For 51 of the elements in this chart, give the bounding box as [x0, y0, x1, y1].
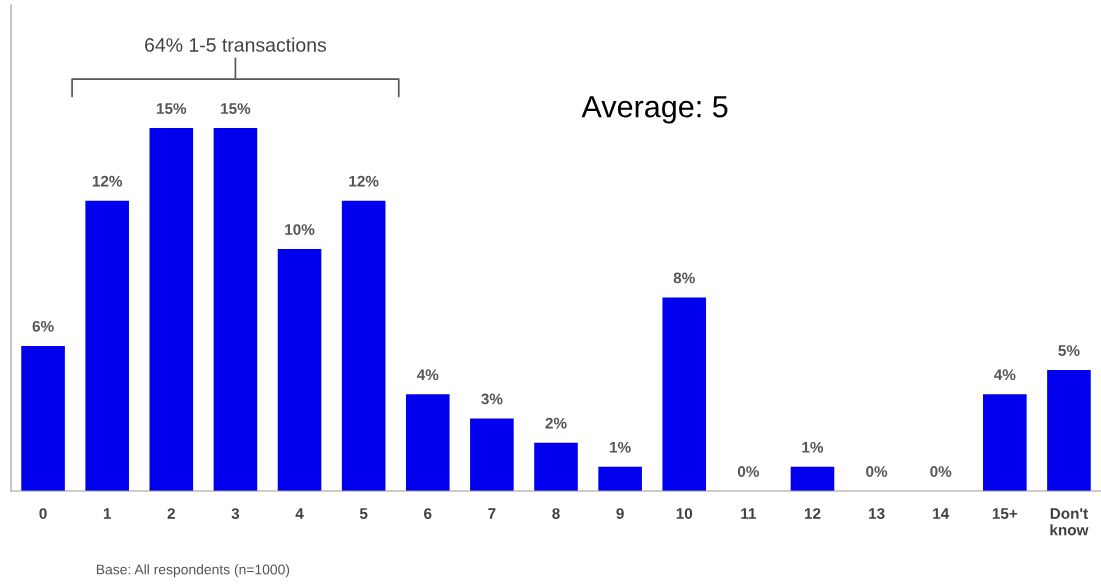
x-tick-label: 7 — [488, 508, 496, 519]
x-tick-label: 5 — [359, 508, 368, 519]
x-tick-label: 4 — [295, 508, 304, 519]
bar — [277, 249, 322, 492]
data-label: 6% — [32, 320, 54, 332]
x-tick-label: 0 — [39, 508, 47, 519]
bar — [790, 466, 835, 492]
data-label: 15% — [156, 103, 187, 114]
text: Average: 5 — [581, 96, 728, 124]
bar — [470, 418, 514, 492]
data-label: 0% — [930, 466, 952, 477]
data-label: 2% — [545, 417, 567, 429]
data-label: 10% — [285, 224, 315, 235]
bar — [983, 394, 1027, 492]
x-tick-label: 6 — [424, 508, 432, 519]
x-tick-label: 8 — [552, 508, 560, 519]
bar — [1047, 370, 1091, 492]
bar — [85, 200, 129, 492]
x-tick-label: 12 — [804, 508, 821, 519]
bar — [213, 128, 258, 492]
x-tick-label: 2 — [167, 508, 175, 519]
data-label: 1% — [610, 441, 631, 453]
x-tick-label: 1 — [103, 508, 112, 519]
x-tick-label: 3 — [231, 508, 240, 519]
data-label: 4% — [994, 369, 1016, 381]
bar — [598, 466, 642, 492]
text: 64% 1-5 transactions — [145, 37, 327, 52]
x-tick-label: 10 — [676, 508, 693, 519]
data-label: 3% — [481, 393, 503, 405]
x-tick-label: 15+ — [992, 508, 1018, 519]
data-label: 12% — [349, 175, 379, 187]
data-label: 0% — [866, 466, 888, 477]
data-label: 1% — [802, 441, 824, 453]
data-label: 8% — [673, 272, 695, 284]
bar — [149, 128, 194, 492]
bar — [662, 297, 707, 492]
data-label: 0% — [737, 466, 759, 477]
x-tick-label: Don't know — [1050, 508, 1089, 536]
data-label: 12% — [92, 175, 123, 187]
x-tick-label: 13 — [869, 508, 885, 519]
data-label: 5% — [1058, 345, 1080, 356]
bar — [405, 394, 450, 492]
x-tick-label: 14 — [933, 508, 950, 519]
x-tick-label: 11 — [741, 508, 757, 519]
text: Base: All respondents (n=1000) — [96, 564, 290, 578]
bar — [341, 200, 386, 492]
bar — [21, 345, 65, 492]
data-label: 15% — [221, 103, 251, 114]
data-label: 4% — [416, 369, 439, 381]
x-tick-label: 9 — [616, 508, 624, 519]
bar — [534, 442, 578, 492]
